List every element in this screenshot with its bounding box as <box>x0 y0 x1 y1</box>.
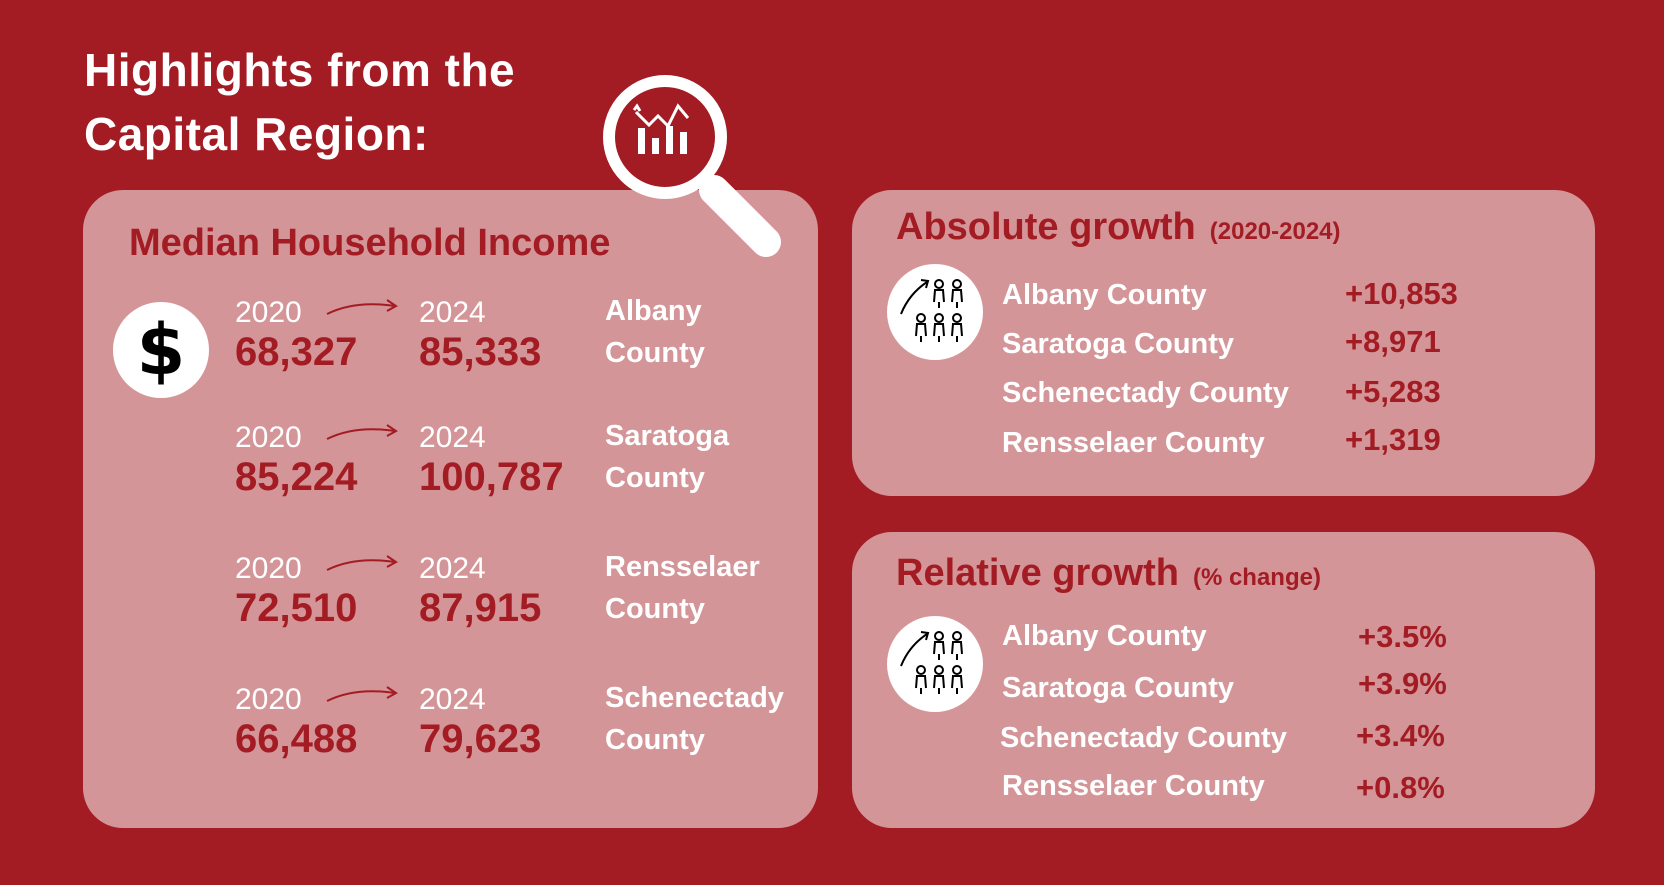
county-label: Saratoga County <box>605 415 729 499</box>
county-name: Albany County <box>1002 620 1207 652</box>
growth-value: +3.5% <box>1358 619 1447 654</box>
value-from: 85,224 <box>235 455 358 499</box>
absolute-heading-title: Absolute growth <box>896 206 1196 248</box>
growth-value: +3.9% <box>1358 666 1447 701</box>
county-name: Albany County <box>1002 279 1207 311</box>
income-panel: Median Household Income $ 2020 2024 68,3… <box>83 190 818 828</box>
dollar-icon: $ <box>113 302 209 398</box>
growth-value: +5,283 <box>1345 374 1441 409</box>
value-from: 72,510 <box>235 586 358 630</box>
population-growth-glyph <box>900 279 963 342</box>
county-line-1: Albany <box>605 295 702 327</box>
growth-value: +1,319 <box>1345 422 1441 457</box>
county-line-1: Rensselaer <box>605 551 760 583</box>
population-growth-icon <box>887 264 983 360</box>
growth-value: +0.8% <box>1356 770 1445 805</box>
county-name: Rensselaer County <box>1002 770 1265 802</box>
county-line-2: County <box>605 593 705 625</box>
growth-value: +3.4% <box>1356 718 1445 753</box>
population-growth-glyph <box>900 631 963 694</box>
county-label: Schenectady County <box>605 677 784 761</box>
county-name: Rensselaer County <box>1002 427 1265 459</box>
page-title: Highlights from the Capital Region: <box>84 38 515 166</box>
relative-heading: Relative growth (% change) <box>896 552 1321 595</box>
value-from: 66,488 <box>235 717 358 761</box>
county-line-1: Schenectady <box>605 682 784 714</box>
growth-value: +8,971 <box>1345 324 1441 359</box>
county-name: Saratoga County <box>1002 328 1235 360</box>
value-to: 100,787 <box>419 455 564 499</box>
relative-heading-title: Relative growth <box>896 552 1179 594</box>
county-label: Albany County <box>605 290 705 374</box>
relative-heading-sub: (% change) <box>1192 564 1321 591</box>
arrow-icon <box>326 424 398 440</box>
county-label: Rensselaer County <box>605 546 760 630</box>
value-from: 68,327 <box>235 330 358 374</box>
arrow-icon <box>326 299 398 315</box>
county-line-2: County <box>605 462 705 494</box>
value-to: 79,623 <box>419 717 542 761</box>
county-line-2: County <box>605 337 705 369</box>
absolute-heading: Absolute growth (2020-2024) <box>896 206 1341 249</box>
absolute-growth-panel: Absolute growth (2020-2024) Albany County… <box>852 190 1595 496</box>
title-line-2: Capital Region: <box>84 108 429 160</box>
population-growth-icon <box>887 616 983 712</box>
value-to: 87,915 <box>419 586 542 630</box>
arrow-icon <box>326 686 398 702</box>
county-name: Saratoga County <box>1002 672 1235 704</box>
value-to: 85,333 <box>419 330 542 374</box>
year-to: 2024 <box>419 421 486 454</box>
year-to: 2024 <box>419 552 486 585</box>
year-to: 2024 <box>419 683 486 716</box>
relative-growth-panel: Relative growth (% change) Albany County … <box>852 532 1595 828</box>
growth-value: +10,853 <box>1345 276 1458 311</box>
year-from: 2020 <box>235 421 302 454</box>
arrow-icon <box>326 555 398 571</box>
year-to: 2024 <box>419 296 486 329</box>
year-from: 2020 <box>235 552 302 585</box>
county-name: Schenectady County <box>1000 722 1287 754</box>
absolute-heading-sub: (2020-2024) <box>1209 218 1341 245</box>
year-from: 2020 <box>235 296 302 329</box>
year-from: 2020 <box>235 683 302 716</box>
county-name: Schenectady County <box>1002 377 1289 409</box>
county-line-1: Saratoga <box>605 420 730 452</box>
title-line-1: Highlights from the <box>84 44 516 96</box>
magnifier-chart-icon <box>603 75 781 257</box>
county-line-2: County <box>605 724 705 756</box>
income-heading: Median Household Income <box>129 222 611 264</box>
